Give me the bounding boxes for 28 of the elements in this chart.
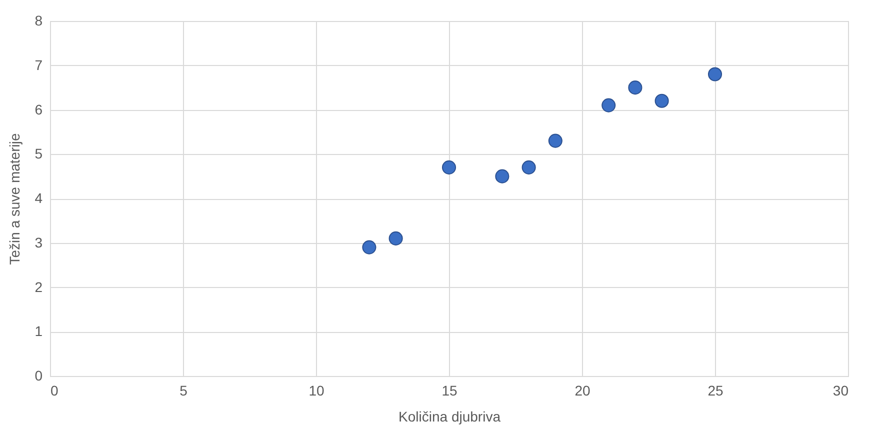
point xyxy=(362,240,376,254)
point xyxy=(628,80,642,95)
point xyxy=(602,98,616,112)
point xyxy=(442,160,456,174)
x-tick-label: 20 xyxy=(574,382,590,398)
y-tick-label: 1 xyxy=(34,323,43,340)
y-tick-label: 5 xyxy=(34,146,43,162)
x-tick-label: 5 xyxy=(180,382,188,398)
y-axis-title: Težin a suve materije xyxy=(6,133,23,265)
y-tick-label: 2 xyxy=(34,278,43,295)
y-tick-label: 6 xyxy=(34,101,43,118)
y-tick-label: 7 xyxy=(34,56,43,73)
point xyxy=(388,231,403,246)
point xyxy=(708,67,722,82)
point xyxy=(495,169,510,184)
point xyxy=(548,134,562,148)
x-tick-label: 10 xyxy=(308,382,324,398)
y-tick-label: 4 xyxy=(34,190,43,206)
point xyxy=(654,94,669,108)
x-tick-label: 25 xyxy=(708,382,724,398)
x-tick-label: 30 xyxy=(832,382,849,398)
point xyxy=(522,160,536,174)
x-tick-label: 15 xyxy=(442,382,458,398)
x-tick-label: 0 xyxy=(50,382,58,398)
y-tick-label: 8 xyxy=(34,12,43,28)
x-axis-title: Količina djubriva xyxy=(398,408,501,424)
y-tick-label: 0 xyxy=(34,368,43,384)
y-tick-label: 3 xyxy=(34,234,43,250)
